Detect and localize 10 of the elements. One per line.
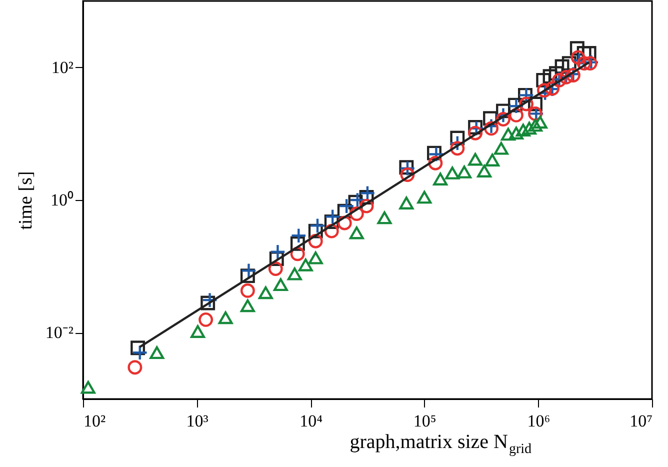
- x-tick-label: 10²: [84, 412, 106, 430]
- x-tick-label: 10⁵: [413, 412, 436, 430]
- x-tick-label: 10⁶: [527, 412, 550, 430]
- x-tick-label: 10³: [186, 412, 208, 430]
- x-tick-label: 10⁷: [630, 412, 653, 430]
- x-tick-label: 10⁴: [300, 412, 323, 430]
- y-tick-label: 10²: [51, 58, 74, 77]
- y-axis-title: time [s]: [15, 171, 36, 230]
- y-tick-label: 10⁻²: [45, 323, 74, 342]
- y-tick-label: 10⁰: [50, 190, 74, 210]
